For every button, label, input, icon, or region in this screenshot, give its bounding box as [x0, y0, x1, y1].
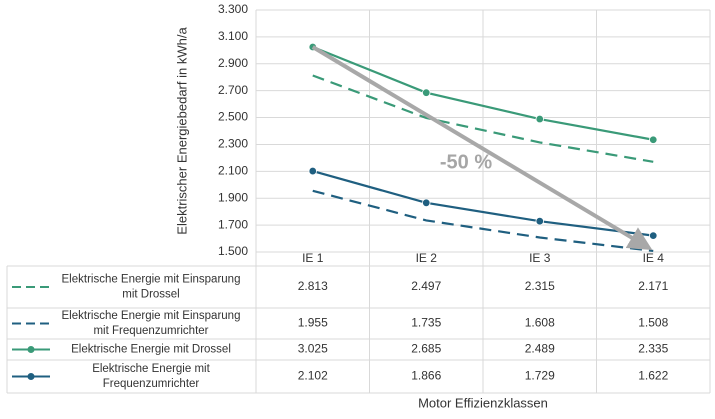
table-value-cell: 2.813 [298, 279, 328, 293]
table-value-cell: 1.866 [411, 369, 441, 383]
table-value-cell: 2.489 [525, 342, 555, 356]
data-point [422, 198, 431, 207]
y-tick-label: 2.100 [218, 164, 248, 178]
data-point [535, 217, 544, 226]
table-value-cell: 2.171 [638, 279, 668, 293]
x-category-label: IE 3 [529, 251, 551, 265]
table-value-cell: 1.955 [298, 316, 328, 330]
table-value-cell: 2.335 [638, 342, 668, 356]
data-point [308, 166, 317, 176]
x-axis-title: Motor Effizienzklassen [418, 395, 548, 410]
legend-label: Frequenzumrichter [103, 378, 200, 390]
table-value-cell: 2.102 [298, 369, 328, 383]
y-tick-label: 2.300 [218, 137, 248, 151]
x-category-label: IE 2 [416, 251, 438, 265]
y-tick-label: 2.700 [218, 83, 248, 97]
legend-label: mit Drossel [122, 289, 180, 301]
legend-key-marker [27, 346, 35, 353]
legend-label: Elektrische Energie mit [92, 363, 210, 375]
table-value-cell: 1.729 [525, 369, 555, 383]
x-category-label: IE 1 [302, 251, 324, 265]
y-tick-label: 3.100 [218, 29, 248, 43]
series-lines [308, 42, 658, 253]
series-line [312, 45, 654, 141]
legend-key-marker [27, 373, 35, 380]
table-value-cell: 1.735 [411, 316, 441, 330]
y-tick-label: 2.900 [218, 56, 248, 70]
table-value-cell: 2.685 [411, 342, 441, 356]
y-tick-label: 1.900 [218, 190, 248, 204]
y-tick-label: 2.500 [218, 110, 248, 124]
x-category-label: IE 4 [643, 251, 665, 265]
y-tick-label: 1.500 [218, 244, 248, 258]
grid [255, 9, 711, 393]
annotation: -50 % [311, 45, 653, 251]
table-value-cell: 2.497 [411, 279, 441, 293]
table-value-cell: 3.025 [298, 342, 328, 356]
table-value-cell: 1.622 [638, 369, 668, 383]
reduction-arrow [311, 45, 653, 251]
series-line [312, 189, 654, 253]
series-line [312, 170, 654, 237]
legend-label: mit Frequenzumrichter [93, 325, 208, 337]
legend-label: Elektrische Energie mit Einsparung [62, 274, 241, 286]
legend-label: Elektrische Energie mit Einsparung [62, 310, 241, 322]
legend-label: Elektrische Energie mit Drossel [71, 344, 231, 356]
y-tick-label: 3.300 [218, 2, 248, 16]
data-point [422, 88, 431, 97]
data-point [535, 114, 544, 124]
reduction-annotation-label: -50 % [440, 151, 492, 173]
axis-texts: 1.500 1.700 1.900 2.100 2.300 2.500 2.700 2.900… [62, 2, 669, 410]
data-table [6, 265, 710, 394]
table-value-cell: 1.608 [525, 316, 555, 330]
table-value-cell: 2.315 [525, 279, 555, 293]
data-point [649, 135, 658, 144]
table-value-cell: 1.508 [638, 316, 668, 330]
series-line [312, 74, 654, 163]
data-point [649, 231, 658, 240]
y-tick-label: 1.700 [218, 217, 248, 231]
y-axis-title: Elektrischer Energiebedarf in kWh/a [174, 27, 189, 235]
